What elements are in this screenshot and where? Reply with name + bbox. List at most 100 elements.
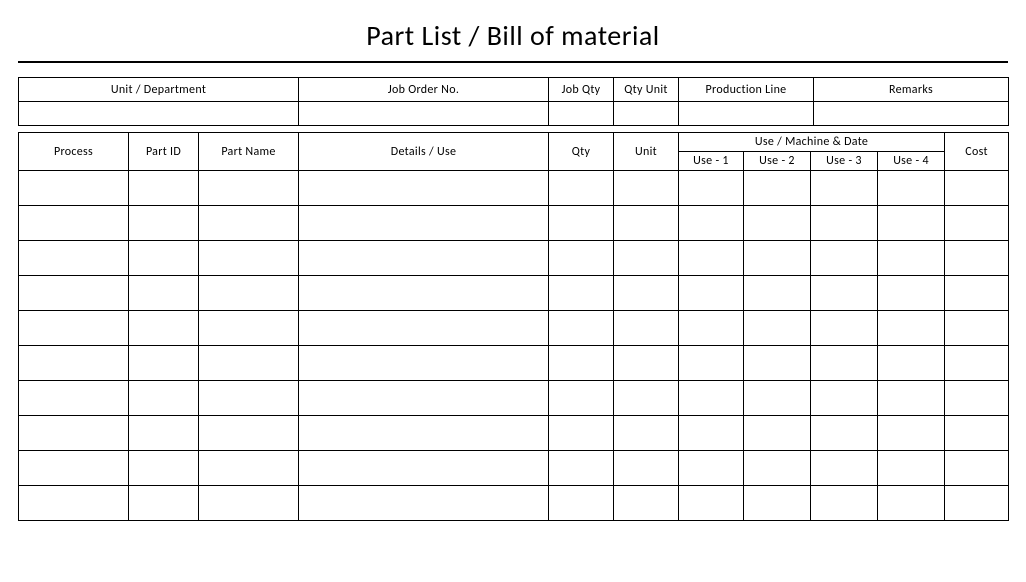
cell (878, 416, 945, 451)
cell (679, 206, 744, 241)
cell (299, 311, 549, 346)
header-col-3: Qty Unit (614, 78, 679, 102)
cell (299, 206, 549, 241)
cell (811, 486, 878, 521)
cell (614, 346, 679, 381)
header-val-4 (679, 102, 814, 126)
header-table: Unit / DepartmentJob Order No.Job QtyQty… (18, 77, 1009, 126)
cell (19, 171, 129, 206)
cell (811, 311, 878, 346)
table-row (19, 206, 1009, 241)
cell (199, 311, 299, 346)
col-3: Details / Use (299, 133, 549, 171)
cell (811, 171, 878, 206)
cell (549, 276, 614, 311)
cell (744, 311, 811, 346)
cell (878, 381, 945, 416)
cell (614, 206, 679, 241)
header-val-5 (814, 102, 1009, 126)
cell (878, 346, 945, 381)
cell (945, 241, 1009, 276)
cell (679, 346, 744, 381)
cell (744, 416, 811, 451)
cell (744, 206, 811, 241)
cell (199, 416, 299, 451)
header-val-0 (19, 102, 299, 126)
cell (614, 416, 679, 451)
cell (19, 241, 129, 276)
cell (299, 486, 549, 521)
cell (199, 381, 299, 416)
col-10: Cost (945, 133, 1009, 171)
cell (19, 206, 129, 241)
cell (549, 451, 614, 486)
cell (878, 276, 945, 311)
cell (811, 346, 878, 381)
cell (614, 381, 679, 416)
cell (945, 451, 1009, 486)
cell (811, 416, 878, 451)
cell (744, 381, 811, 416)
cell (129, 451, 199, 486)
cell (199, 241, 299, 276)
cell (679, 276, 744, 311)
cell (19, 311, 129, 346)
col-1: Part ID (129, 133, 199, 171)
cell (744, 451, 811, 486)
table-row (19, 381, 1009, 416)
cell (199, 451, 299, 486)
cell (614, 276, 679, 311)
cell (549, 381, 614, 416)
cell (744, 171, 811, 206)
header-col-1: Job Order No. (299, 78, 549, 102)
cell (614, 486, 679, 521)
cell (679, 241, 744, 276)
cell (199, 276, 299, 311)
cell (199, 171, 299, 206)
cell (129, 416, 199, 451)
table-row (19, 171, 1009, 206)
cell (129, 276, 199, 311)
cell (945, 486, 1009, 521)
cell (19, 381, 129, 416)
cell (299, 451, 549, 486)
cell (878, 486, 945, 521)
cell (679, 416, 744, 451)
cell (299, 241, 549, 276)
header-val-1 (299, 102, 549, 126)
cell (945, 311, 1009, 346)
cell (549, 486, 614, 521)
cell (299, 171, 549, 206)
group-header-use-machine-date: Use / Machine & Date (679, 133, 945, 152)
table-row (19, 311, 1009, 346)
cell (549, 241, 614, 276)
cell (811, 276, 878, 311)
table-row (19, 276, 1009, 311)
cell (549, 311, 614, 346)
cell (945, 206, 1009, 241)
cell (199, 486, 299, 521)
cell (19, 346, 129, 381)
cell (549, 346, 614, 381)
cell (614, 311, 679, 346)
table-row (19, 241, 1009, 276)
col-4: Qty (549, 133, 614, 171)
col-8: Use - 3 (811, 152, 878, 171)
cell (878, 451, 945, 486)
cell (129, 311, 199, 346)
cell (811, 451, 878, 486)
cell (744, 276, 811, 311)
header-val-2 (549, 102, 614, 126)
cell (744, 486, 811, 521)
cell (679, 311, 744, 346)
cell (945, 276, 1009, 311)
cell (679, 486, 744, 521)
cell (199, 346, 299, 381)
cell (19, 451, 129, 486)
cell (614, 171, 679, 206)
cell (945, 171, 1009, 206)
cell (299, 276, 549, 311)
header-col-5: Remarks (814, 78, 1009, 102)
cell (811, 381, 878, 416)
cell (811, 241, 878, 276)
